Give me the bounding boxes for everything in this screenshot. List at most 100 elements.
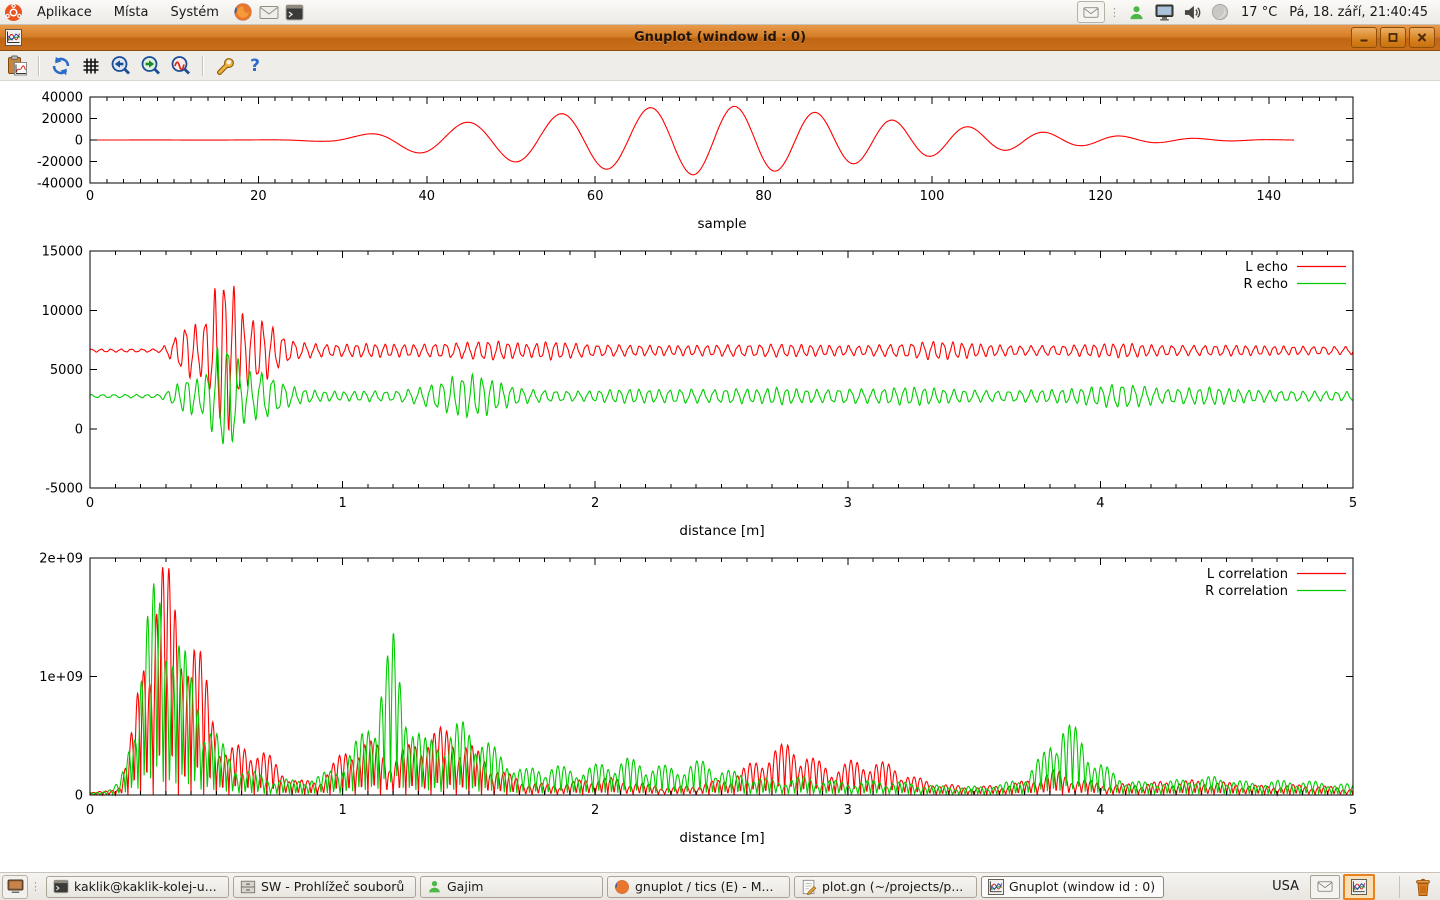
- plot-1-xtick-label: 140: [1256, 189, 1281, 204]
- toolbar-separator: [202, 55, 204, 76]
- plot-1: 0 20 40 60 80 100 120 140 -40000 -20000 0 20000 4000…: [37, 91, 1354, 232]
- gnuplot-canvas[interactable]: 0 20 40 60 80 100 120 140 -40000 -20000 0 20000 4000…: [0, 80, 1440, 873]
- replot-button[interactable]: [48, 53, 74, 79]
- plot-3-series-R-correlation: [89, 583, 1354, 797]
- task-label: kaklik@kaklik-kolej-u...: [74, 879, 217, 894]
- tray-gnuplot-icon[interactable]: [1343, 873, 1375, 900]
- plot-1-series-chirp: [90, 105, 1295, 176]
- plot-3-xtick-label: 2: [591, 803, 599, 818]
- legend-label-R-correlation: R correlation: [1205, 584, 1288, 599]
- ubuntu-logo-icon: [4, 3, 22, 21]
- menu-system[interactable]: Systém: [170, 4, 219, 20]
- menu-applications[interactable]: Aplikace: [37, 4, 92, 20]
- keyboard-layout-indicator[interactable]: USA: [1272, 879, 1299, 894]
- plot-2-xtick-label: 5: [1349, 496, 1357, 511]
- tray-mail-notification-icon[interactable]: [1310, 874, 1340, 899]
- close-button[interactable]: [1409, 27, 1435, 48]
- zoom-previous-button[interactable]: [108, 53, 134, 79]
- plot-3-ytick-label: 1e+09: [39, 670, 83, 685]
- plot-1-ytick-label: 0: [75, 134, 83, 149]
- panel-clock[interactable]: Pá, 18. září, 21:40:45: [1289, 4, 1428, 20]
- ubuntu-logo-icon[interactable]: [0, 0, 26, 24]
- tasklist-handle: ⋮: [30, 880, 41, 893]
- gnuplot-toolbar: ?: [0, 51, 1440, 81]
- plot-1-ytick-label: 20000: [42, 112, 83, 127]
- task-label: SW - Prohlížeč souborů: [261, 879, 405, 894]
- plot-1-xtick-label: 0: [86, 189, 94, 204]
- charts-svg: 0 20 40 60 80 100 120 140-40000-200000200004000…: [37, 91, 1358, 847]
- show-desktop-button[interactable]: [2, 874, 28, 899]
- minimize-button[interactable]: [1351, 27, 1377, 48]
- legend-label-L-correlation: L correlation: [1207, 567, 1288, 582]
- plot-1-xtick-label: 60: [587, 189, 604, 204]
- volume-icon[interactable]: [1179, 0, 1205, 24]
- task-label: plot.gn (~/projects/p...: [822, 879, 964, 894]
- gajim-status-icon[interactable]: [1123, 0, 1149, 24]
- plot-1-ytick-label: -20000: [37, 155, 83, 170]
- plot-1-xtick-label: 20: [250, 189, 267, 204]
- plot-3: 0 1 2 3 4 5 0 1e+09 2e+09 distance [m] L correlati…: [39, 552, 1357, 847]
- gnuplot-window-titlebar[interactable]: Gnuplot (window id : 0): [0, 25, 1440, 51]
- plot-2-series-L-echo: [89, 285, 1354, 432]
- task-label: gnuplot / tics (E) - M...: [635, 879, 774, 894]
- task-label: Gnuplot (window id : 0): [1009, 879, 1156, 894]
- trash-icon[interactable]: [1410, 875, 1436, 899]
- plot-2-xtick-label: 2: [591, 496, 599, 511]
- plot-3-xtick-label: 4: [1096, 803, 1104, 818]
- task-text-editor[interactable]: plot.gn (~/projects/p...: [794, 875, 977, 898]
- plot-3-xtick-label: 1: [338, 803, 346, 818]
- display-settings-icon[interactable]: [1151, 0, 1177, 24]
- plot-3-xtick-label: 5: [1349, 803, 1357, 818]
- task-terminal[interactable]: kaklik@kaklik-kolej-u...: [46, 875, 229, 898]
- panel-tray: ⋮ 17 °C: [1077, 0, 1440, 24]
- plot-3-xtick-label: 3: [844, 803, 852, 818]
- help-button[interactable]: ?: [242, 53, 268, 79]
- plot-2-frame: [89, 250, 1354, 489]
- plot-1-xtick-label: 100: [920, 189, 945, 204]
- toolbar-separator: [38, 55, 40, 76]
- legend-label-L-echo: L echo: [1245, 260, 1288, 275]
- legend-label-R-echo: R echo: [1243, 277, 1288, 292]
- maximize-button[interactable]: [1380, 27, 1406, 48]
- plot-2-ytick-label: 0: [75, 422, 83, 437]
- mail-launcher-icon[interactable]: [256, 0, 282, 24]
- zoom-next-button[interactable]: [138, 53, 164, 79]
- task-file-browser[interactable]: SW - Prohlížeč souborů: [233, 875, 416, 898]
- task-gajim[interactable]: Gajim: [420, 875, 603, 898]
- task-firefox[interactable]: gnuplot / tics (E) - M...: [607, 875, 790, 898]
- menu-places[interactable]: Místa: [113, 4, 149, 20]
- plot-2-xtick-label: 4: [1096, 496, 1104, 511]
- window-title: Gnuplot (window id : 0): [633, 30, 807, 45]
- gnome-bottom-panel: ⋮ kaklik@kaklik-kolej-u... SW - Prohlíže…: [0, 872, 1440, 900]
- configure-button[interactable]: [212, 53, 238, 79]
- plot-2-ytick-label: 15000: [42, 245, 83, 260]
- task-label: Gajim: [447, 879, 484, 894]
- autoscale-button[interactable]: [168, 53, 194, 79]
- plot-2-ytick-label: 5000: [50, 363, 83, 378]
- plot-1-ytick-label: -40000: [37, 177, 83, 192]
- toggle-grid-button[interactable]: [78, 53, 104, 79]
- task-gnuplot[interactable]: Gnuplot (window id : 0): [981, 875, 1164, 898]
- firefox-launcher-icon[interactable]: [230, 0, 256, 24]
- plot-1-xtick-label: 40: [419, 189, 436, 204]
- plot-2-xlabel: distance [m]: [679, 523, 764, 539]
- tray-mail-icon[interactable]: [1077, 1, 1106, 23]
- panel-separator: [1399, 875, 1400, 898]
- weather-temperature[interactable]: 17 °C: [1241, 4, 1278, 20]
- plot-2-xtick-label: 3: [844, 496, 852, 511]
- plot-3-frame: [89, 557, 1354, 796]
- window-buttons: [1351, 27, 1440, 48]
- plot-3-ytick-label: 0: [75, 789, 83, 804]
- help-icon: ?: [250, 55, 260, 76]
- copy-to-clipboard-button[interactable]: [4, 53, 30, 79]
- plot-3-xtick-label: 0: [86, 803, 94, 818]
- plot-3-series-L-correlation: [89, 567, 1354, 798]
- plot-3-xlabel: distance [m]: [679, 830, 764, 846]
- gnuplot-window-icon: [5, 29, 22, 46]
- plot-2-ytick-label: 10000: [42, 304, 83, 319]
- terminal-launcher-icon[interactable]: [282, 0, 308, 24]
- plot-2-series-R-echo: [89, 346, 1354, 445]
- gnome-top-panel: Aplikace Místa Systém ⋮: [0, 0, 1440, 25]
- weather-moon-icon[interactable]: [1207, 0, 1233, 24]
